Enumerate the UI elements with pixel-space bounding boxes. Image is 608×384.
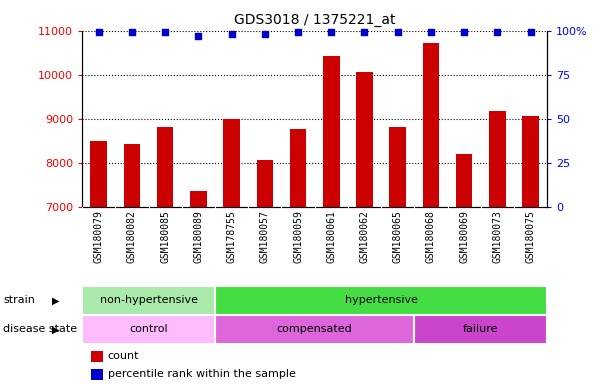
Text: disease state: disease state [3, 324, 77, 334]
Point [127, 30, 137, 36]
Point [94, 30, 103, 36]
Bar [123, 144, 140, 384]
Text: control: control [130, 324, 168, 334]
Text: GSM180079: GSM180079 [94, 210, 104, 263]
Bar [290, 129, 306, 384]
Text: GSM178755: GSM178755 [227, 210, 237, 263]
Point [193, 33, 203, 39]
Text: GSM180065: GSM180065 [393, 210, 402, 263]
Bar [223, 119, 240, 384]
FancyBboxPatch shape [215, 315, 414, 344]
Point [260, 31, 270, 37]
Text: percentile rank within the sample: percentile rank within the sample [108, 369, 295, 379]
Text: ▶: ▶ [52, 324, 60, 334]
Text: GSM180057: GSM180057 [260, 210, 270, 263]
Text: GSM180073: GSM180073 [492, 210, 502, 263]
Point [227, 31, 237, 37]
Bar [489, 111, 506, 384]
Text: hypertensive: hypertensive [345, 295, 418, 306]
FancyBboxPatch shape [215, 286, 547, 315]
Text: strain: strain [3, 295, 35, 306]
Text: compensated: compensated [277, 324, 353, 334]
Text: GSM180075: GSM180075 [525, 210, 536, 263]
Text: GSM180069: GSM180069 [459, 210, 469, 263]
Text: non-hypertensive: non-hypertensive [100, 295, 198, 306]
Point [393, 30, 402, 36]
Text: failure: failure [463, 324, 499, 334]
Point [459, 30, 469, 36]
Text: GSM180082: GSM180082 [127, 210, 137, 263]
Title: GDS3018 / 1375221_at: GDS3018 / 1375221_at [234, 13, 395, 27]
FancyBboxPatch shape [414, 315, 547, 344]
Text: count: count [108, 351, 139, 361]
Point [526, 30, 536, 36]
Bar [91, 369, 103, 380]
Bar [323, 56, 339, 384]
Point [161, 30, 170, 36]
Point [326, 30, 336, 36]
Bar [91, 141, 107, 384]
Point [426, 30, 436, 36]
Bar [257, 160, 273, 384]
Text: GSM180089: GSM180089 [193, 210, 203, 263]
Point [492, 30, 502, 36]
FancyBboxPatch shape [82, 286, 215, 315]
Bar [157, 127, 173, 384]
FancyBboxPatch shape [82, 315, 215, 344]
Point [293, 30, 303, 36]
Text: GSM180059: GSM180059 [293, 210, 303, 263]
Bar [423, 43, 439, 384]
Bar [456, 154, 472, 384]
Text: GSM180061: GSM180061 [326, 210, 336, 263]
Bar [389, 127, 406, 384]
Text: GSM180068: GSM180068 [426, 210, 436, 263]
Bar [522, 116, 539, 384]
Text: GSM180085: GSM180085 [160, 210, 170, 263]
Bar [190, 192, 207, 384]
Text: ▶: ▶ [52, 295, 60, 306]
Point [359, 30, 369, 36]
Bar [91, 351, 103, 362]
Text: GSM180062: GSM180062 [359, 210, 370, 263]
Bar [356, 72, 373, 384]
